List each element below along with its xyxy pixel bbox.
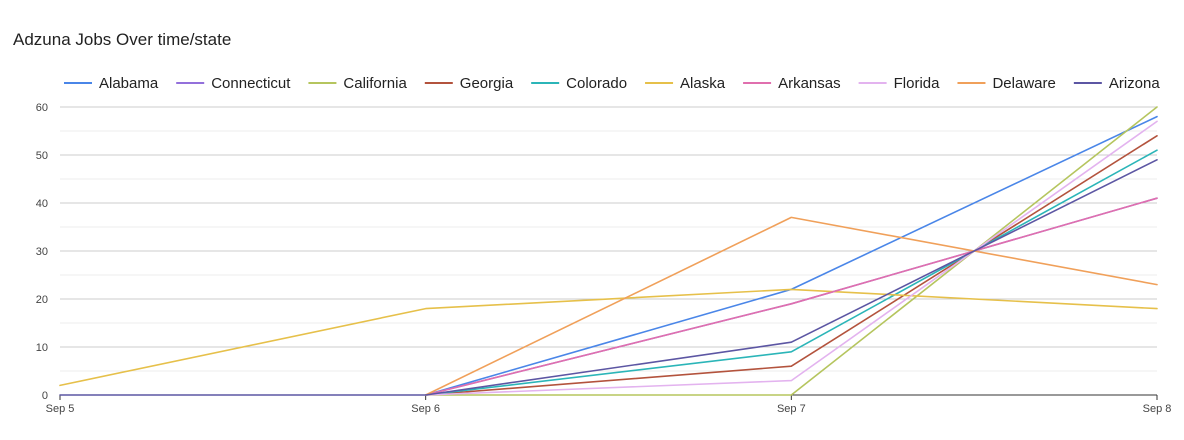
x-tick-label: Sep 7 [777,403,806,415]
legend-item-georgia: Georgia [424,75,514,92]
x-tick-label: Sep 5 [46,403,75,415]
y-tick-label: 20 [36,294,48,306]
series-line-alabama [424,115,1158,396]
x-tick-label: Sep 8 [1143,403,1172,415]
series-line-alaska [59,288,1158,387]
legend-label: Florida [894,75,941,92]
legend-label: California [343,75,407,92]
y-tick-label: 0 [42,390,48,402]
y-tick-label: 40 [36,198,48,210]
grid-lines [60,106,1157,396]
y-tick-label: 60 [36,102,48,114]
y-tick-label: 50 [36,150,48,162]
legend-label: Colorado [566,75,627,92]
legend-item-arkansas: Arkansas [743,75,841,92]
legend-label: Georgia [460,75,514,92]
chart-title: Adzuna Jobs Over time/state [13,30,232,49]
series-line-georgia [424,135,1158,396]
x-axis-ticks: Sep 5 Sep 6 Sep 7 Sep 8 [46,395,1172,415]
legend-label: Arizona [1109,75,1161,92]
series-line-delaware [424,216,1158,396]
series-line-california [424,106,1158,396]
series-line-arkansas [424,197,1158,396]
legend-label: Connecticut [211,75,291,92]
series-lines [59,106,1158,396]
y-tick-label: 10 [36,342,48,354]
legend-item-florida: Florida [858,75,941,92]
legend-item-delaware: Delaware [957,75,1056,92]
legend-item-arizona: Arizona [1073,75,1161,92]
legend-item-california: California [308,75,407,92]
legend-label: Arkansas [778,75,841,92]
series-line-arizona [59,159,1158,396]
legend-item-alaska: Alaska [645,75,726,92]
legend-item-colorado: Colorado [531,75,627,92]
legend-item-connecticut: Connecticut [176,75,291,92]
series-line-colorado [424,149,1158,396]
x-tick-label: Sep 6 [411,403,440,415]
legend-label: Alaska [680,75,726,92]
legend-label: Delaware [992,75,1055,92]
y-tick-label: 30 [36,246,48,258]
legend-label: Alabama [99,75,159,92]
y-axis-ticks: 0 10 20 30 40 50 60 [36,102,48,402]
legend-item-alabama: Alabama [64,75,159,92]
legend: Alabama Connecticut California Georgia Color… [64,75,1160,92]
series-line-florida [424,120,1158,396]
